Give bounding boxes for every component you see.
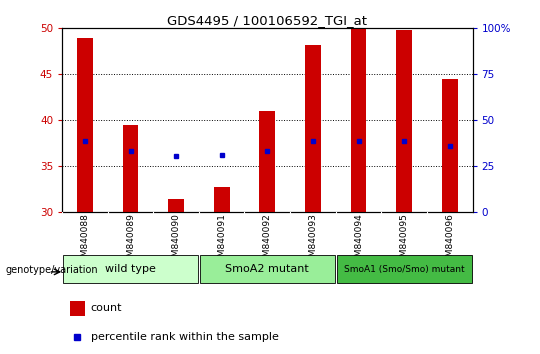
Bar [336, 255, 471, 283]
Text: GSM840094: GSM840094 [354, 213, 363, 268]
Bar [259, 111, 275, 212]
Text: GSM840090: GSM840090 [172, 213, 180, 268]
Text: GSM840092: GSM840092 [263, 213, 272, 268]
Text: wild type: wild type [105, 264, 156, 274]
Bar [350, 28, 367, 212]
Text: genotype/variation: genotype/variation [5, 265, 98, 275]
Bar [200, 255, 335, 283]
Bar [123, 125, 138, 212]
Text: GSM840093: GSM840093 [308, 213, 318, 268]
Text: SmoA2 mutant: SmoA2 mutant [225, 264, 309, 274]
Title: GDS4495 / 100106592_TGI_at: GDS4495 / 100106592_TGI_at [167, 14, 367, 27]
Text: GSM840095: GSM840095 [400, 213, 409, 268]
Bar [442, 79, 458, 212]
Text: GSM840096: GSM840096 [445, 213, 454, 268]
Text: count: count [91, 303, 123, 313]
Text: GSM840089: GSM840089 [126, 213, 135, 268]
Bar [168, 199, 184, 212]
Text: GSM840088: GSM840088 [80, 213, 90, 268]
Bar [214, 187, 230, 212]
Text: SmoA1 (Smo/Smo) mutant: SmoA1 (Smo/Smo) mutant [344, 264, 464, 274]
Bar [77, 38, 93, 212]
Bar [305, 45, 321, 212]
Bar [63, 255, 198, 283]
Text: percentile rank within the sample: percentile rank within the sample [91, 332, 279, 342]
Bar [396, 30, 412, 212]
Bar [70, 301, 85, 315]
Text: GSM840091: GSM840091 [217, 213, 226, 268]
